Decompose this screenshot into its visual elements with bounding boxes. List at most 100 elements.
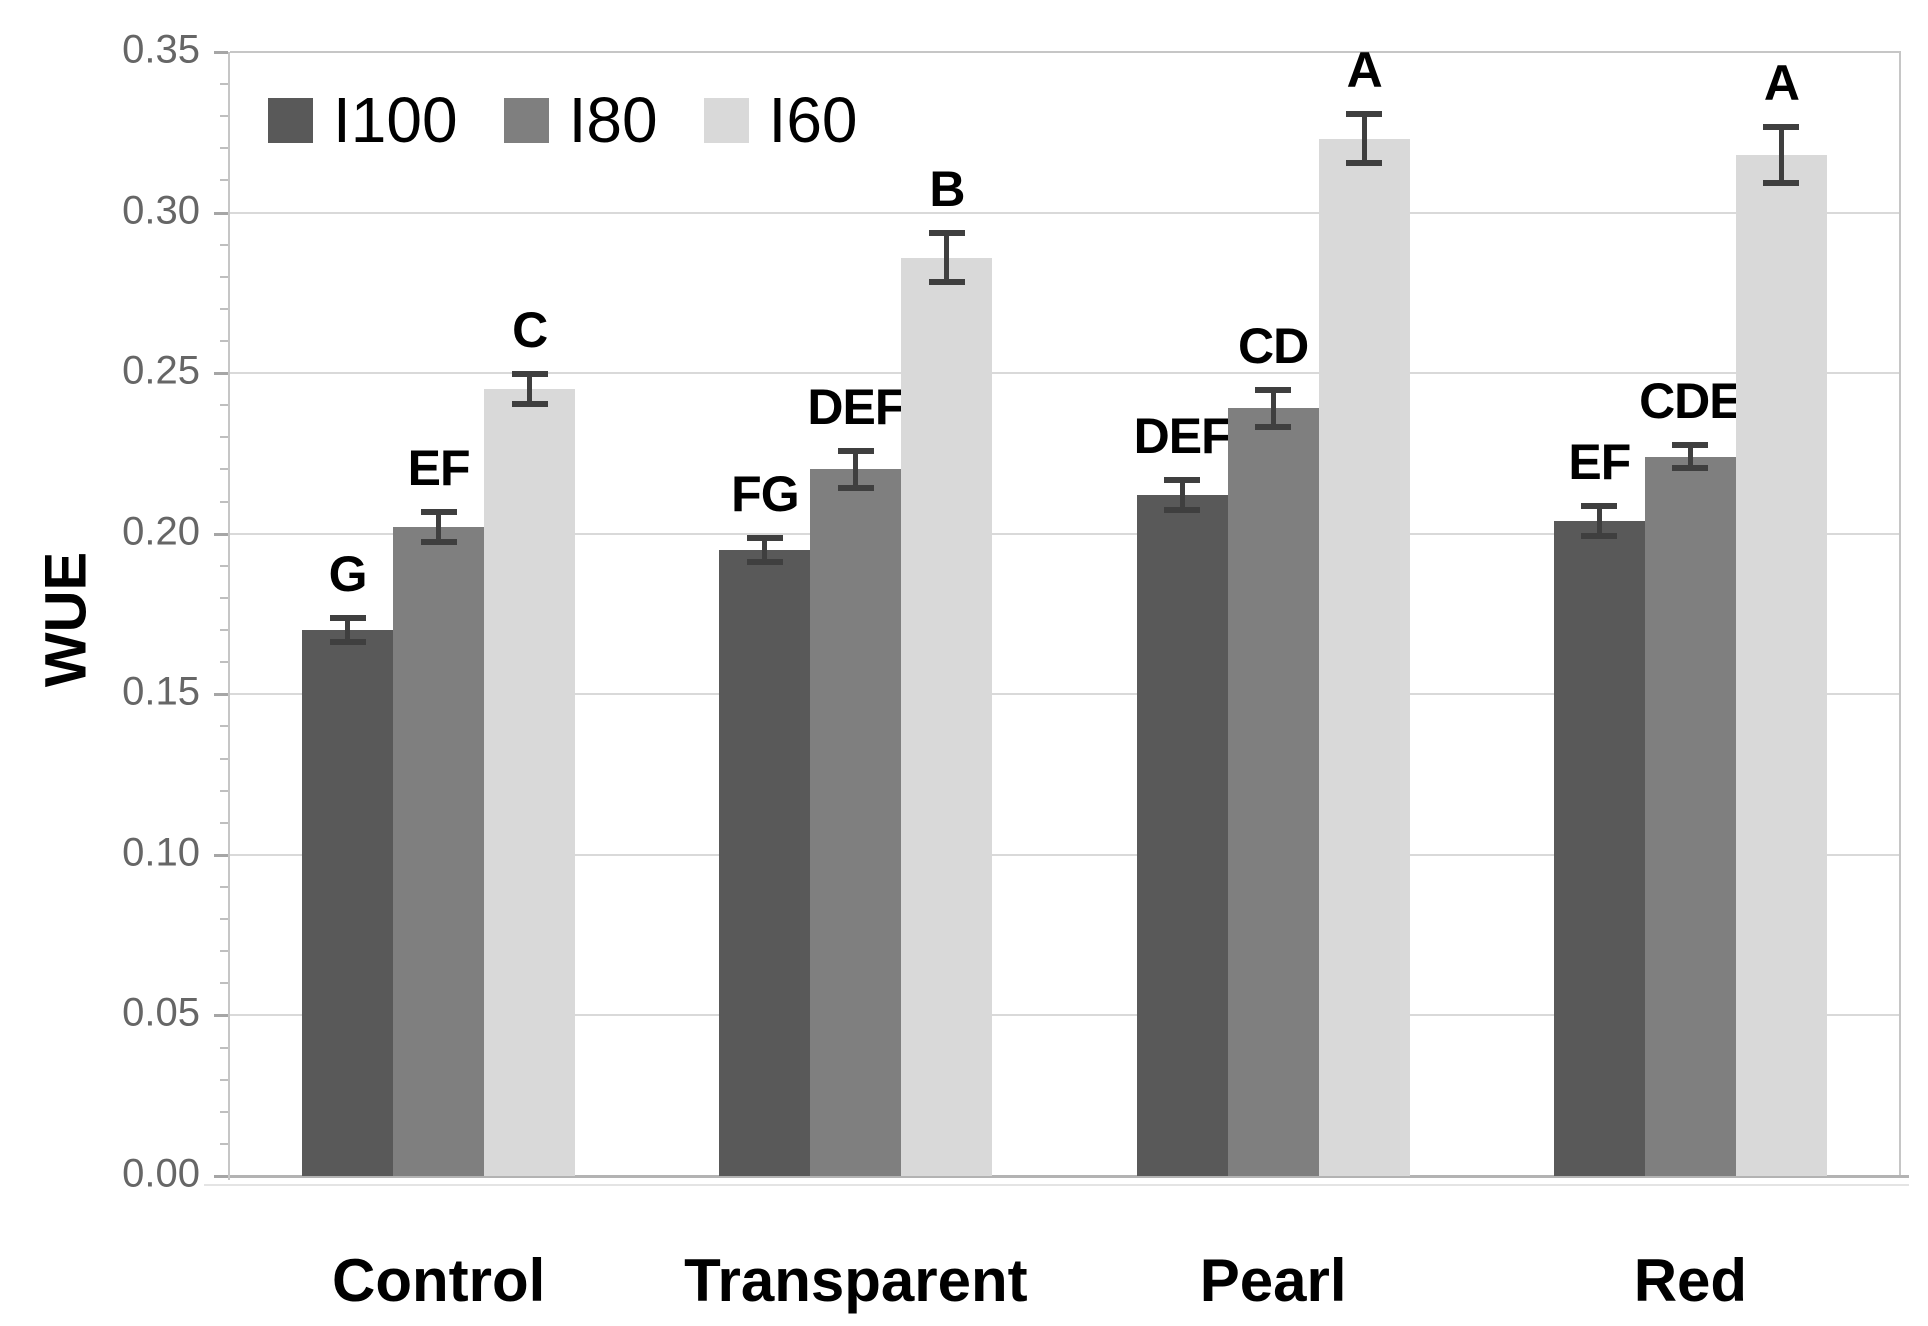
y-minor-tick	[220, 661, 228, 664]
y-minor-tick	[220, 83, 228, 86]
y-minor-tick	[220, 243, 228, 246]
y-major-tick	[214, 1014, 228, 1018]
y-gridline	[230, 853, 1899, 856]
error-bar-cap-bottom	[1672, 465, 1709, 472]
legend-item-i60: I60	[703, 84, 858, 156]
error-bar-stem	[1179, 479, 1185, 512]
y-minor-tick	[220, 757, 228, 760]
error-bar-stem	[527, 373, 533, 406]
y-tick-label: 0.35	[122, 27, 200, 72]
error-bar-cap-top	[1581, 502, 1618, 509]
error-bar-stem	[1361, 113, 1367, 165]
error-bar-cap-top	[837, 448, 874, 455]
y-minor-tick	[220, 885, 228, 888]
error-bar-stem	[345, 617, 351, 643]
y-minor-tick	[220, 629, 228, 632]
significance-letter: A	[1763, 54, 1800, 111]
bar-i80-transparent	[810, 469, 902, 1176]
error-bar-cap-bottom	[1346, 160, 1383, 167]
bar-i80-red	[1644, 456, 1736, 1176]
error-bar-cap-bottom	[511, 401, 548, 408]
error-bar-stem	[1596, 504, 1602, 537]
bar-i100-pearl	[1136, 495, 1228, 1176]
y-minor-tick	[220, 147, 228, 150]
legend-label: I80	[568, 84, 658, 156]
y-minor-tick	[220, 436, 228, 439]
y-gridline	[230, 693, 1899, 696]
y-major-tick	[214, 1175, 228, 1178]
significance-letter: EF	[407, 440, 471, 497]
y-minor-tick	[220, 789, 228, 792]
y-minor-tick	[220, 468, 228, 471]
error-bar-cap-bottom	[1581, 532, 1618, 539]
error-bar-cap-top	[746, 534, 783, 541]
y-minor-tick	[220, 821, 228, 824]
significance-letter: CDE	[1639, 372, 1743, 429]
y-minor-tick	[220, 500, 228, 503]
legend-item-i80: I80	[503, 84, 658, 156]
error-bar-cap-top	[511, 371, 548, 378]
error-bar-cap-top	[928, 229, 965, 236]
y-minor-tick	[220, 1078, 228, 1081]
plot-right-border	[1899, 52, 1901, 1176]
y-tick-label: 0.20	[122, 509, 200, 554]
y-minor-tick	[220, 340, 228, 343]
y-minor-tick	[220, 564, 228, 567]
y-tick-label: 0.25	[122, 348, 200, 393]
y-tick-label: 0.10	[122, 830, 200, 875]
y-minor-tick	[220, 1142, 228, 1145]
bar-i60-transparent	[901, 257, 993, 1176]
error-bar-cap-bottom	[329, 638, 366, 645]
error-bar-cap-top	[1763, 123, 1800, 130]
error-bar-stem	[1778, 125, 1784, 184]
error-bar-cap-top	[1255, 387, 1292, 394]
y-major-tick	[214, 51, 228, 54]
error-bar-cap-bottom	[420, 539, 457, 546]
plot-top-border	[230, 51, 1901, 53]
significance-letter: DEF	[807, 379, 905, 436]
y-gridline	[230, 1014, 1899, 1017]
y-minor-tick	[220, 275, 228, 278]
significance-letter: C	[512, 302, 548, 359]
y-minor-tick	[220, 596, 228, 599]
error-bar-cap-top	[420, 509, 457, 516]
y-major-tick	[214, 372, 228, 376]
bar-i100-control	[302, 630, 394, 1176]
y-minor-tick	[220, 115, 228, 118]
legend: I100 I80 I60	[268, 88, 858, 152]
error-bar-cap-bottom	[837, 484, 874, 491]
legend-label: I60	[768, 84, 858, 156]
significance-letter: A	[1346, 42, 1383, 99]
y-tick-label: 0.00	[122, 1151, 200, 1196]
bar-i80-pearl	[1227, 408, 1319, 1176]
y-minor-tick	[220, 179, 228, 182]
error-bar-cap-top	[1672, 441, 1709, 448]
error-bar-cap-bottom	[746, 558, 783, 565]
y-minor-tick	[220, 725, 228, 728]
y-tick-label: 0.30	[122, 188, 200, 233]
legend-swatch-i60	[703, 97, 749, 143]
legend-swatch-i100	[268, 97, 313, 143]
error-bar-cap-top	[1164, 477, 1201, 484]
y-major-tick	[214, 532, 228, 536]
error-bar-cap-bottom	[1164, 507, 1201, 514]
bar-i100-transparent	[719, 549, 811, 1176]
error-bar-cap-bottom	[1255, 423, 1292, 430]
y-minor-tick	[220, 918, 228, 921]
y-minor-tick	[220, 1110, 228, 1113]
y-minor-tick	[220, 982, 228, 985]
y-axis-line	[228, 52, 230, 1180]
y-gridline	[230, 372, 1899, 375]
x-category-label: Transparent	[684, 1247, 1028, 1314]
x-category-label: Red	[1633, 1247, 1748, 1314]
x-category-label: Pearl	[1199, 1247, 1347, 1314]
legend-label: I100	[333, 84, 458, 156]
error-bar-stem	[1270, 389, 1276, 428]
bar-i60-red	[1735, 154, 1827, 1176]
error-bar-cap-bottom	[928, 279, 965, 286]
y-major-tick	[214, 853, 228, 857]
error-bar-cap-top	[329, 615, 366, 622]
y-tick-label: 0.05	[122, 991, 200, 1036]
error-bar-cap-bottom	[1763, 179, 1800, 186]
